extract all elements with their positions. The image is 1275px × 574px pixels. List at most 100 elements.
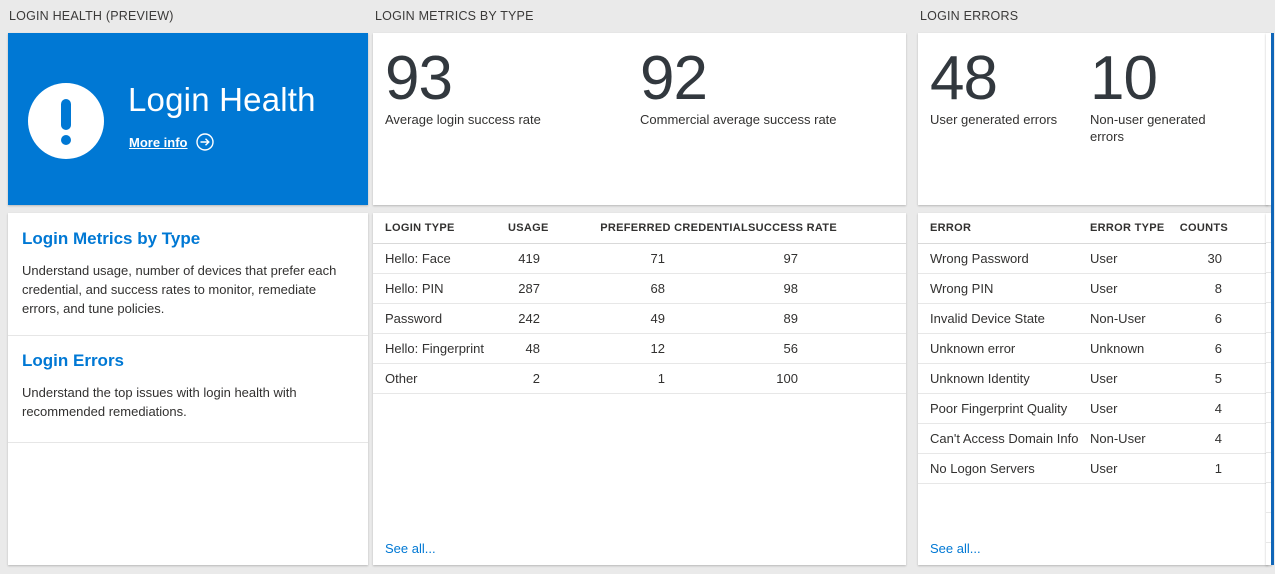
table-cell: 6 (1179, 303, 1228, 334)
table-cell-filler (834, 333, 906, 364)
table-cell: 49 (540, 303, 748, 334)
table-cell: 89 (748, 303, 834, 334)
login-metrics-table-tile: LOGIN TYPE USAGE PREFERRED CREDENTIAL SUCCE… (373, 213, 906, 565)
login-errors-table: ERROR ERROR TYPE COUNTS Wrong Password User 3… (918, 213, 1268, 484)
arrow-right-circle-icon (195, 133, 214, 151)
table-cell: Other (373, 363, 508, 394)
table-cell: 98 (748, 273, 834, 304)
column-header: ERROR TYPE (1090, 213, 1179, 244)
login-health-hero-tile[interactable]: Login Health More info (8, 33, 368, 205)
exclamation-circle-icon (28, 83, 104, 159)
table-cell: 8 (1179, 273, 1228, 304)
table-cell: Unknown error (918, 333, 1090, 364)
login-metrics-by-type-card[interactable]: Login Metrics by Type Understand usage, … (22, 229, 352, 318)
see-all-metrics-link[interactable]: See all... (385, 541, 436, 556)
table-row: Unknown error Unknown 6 (918, 333, 1268, 364)
table-header-row: ERROR ERROR TYPE COUNTS (918, 213, 1268, 244)
table-cell-filler (1228, 423, 1268, 454)
table-cell: 2 (508, 363, 540, 394)
table-row: Can't Access Domain Info Non-User 4 (918, 423, 1268, 454)
table-row: Invalid Device State Non-User 6 (918, 303, 1268, 334)
column-header: ERROR (918, 213, 1090, 244)
column-filler (834, 213, 906, 244)
card-title-login-errors: Login Errors (22, 351, 125, 370)
table-cell: 5 (1179, 363, 1228, 394)
table-cell-filler (834, 363, 906, 394)
table-cell: Hello: Fingerprint (373, 333, 508, 364)
login-descriptions-tile: Login Metrics by Type Understand usage, … (8, 213, 368, 565)
divider (8, 442, 368, 443)
table-cell: 68 (540, 273, 748, 304)
login-errors-table-tile: ERROR ERROR TYPE COUNTS Wrong Password User 3… (918, 213, 1268, 565)
table-cell-filler (1228, 303, 1268, 334)
more-info-label: More info (129, 134, 188, 150)
table-cell: 419 (508, 243, 540, 274)
table-row: Password 242 49 89 (373, 303, 906, 334)
section-title-login-metrics: LOGIN METRICS BY TYPE (375, 9, 534, 23)
table-cell-filler (834, 303, 906, 334)
more-info-link[interactable]: More info (129, 133, 214, 151)
table-cell: Invalid Device State (918, 303, 1090, 334)
table-row: Other 2 1 100 (373, 363, 906, 394)
stat-value-non-user-errors: 10 (1090, 44, 1158, 113)
card-title-login-metrics: Login Metrics by Type (22, 229, 201, 248)
stat-value-average-success-rate: 93 (385, 44, 453, 113)
right-edge-blue-strip (1271, 33, 1274, 565)
table-row: Hello: Face 419 71 97 (373, 243, 906, 274)
table-row: Hello: Fingerprint 48 12 56 (373, 333, 906, 364)
next-tile-sliver-bottom (1266, 213, 1272, 565)
stat-label-average-success-rate: Average login success rate (385, 112, 541, 127)
table-cell-filler (1228, 453, 1268, 484)
stat-label-user-errors: User generated errors (930, 112, 1058, 127)
column-header: LOGIN TYPE (373, 213, 508, 244)
table-cell-filler (834, 243, 906, 274)
table-cell: 4 (1179, 393, 1228, 424)
table-cell-filler (1228, 243, 1268, 274)
table-cell: 12 (540, 333, 748, 364)
column-header: COUNTS (1179, 213, 1228, 244)
table-cell: Wrong PIN (918, 273, 1090, 304)
table-cell-filler (1228, 393, 1268, 424)
table-row: Wrong PIN User 8 (918, 273, 1268, 304)
hero-title: Login Health (128, 81, 316, 118)
login-errors-card[interactable]: Login Errors Understand the top issues w… (22, 351, 352, 421)
table-cell: Non-User (1090, 303, 1179, 334)
table-cell-filler (1228, 273, 1268, 304)
table-cell: Can't Access Domain Info (918, 423, 1090, 454)
login-metrics-stats-tile: 93 Average login success rate 92 Commerc… (373, 33, 906, 205)
stat-label-commercial-success-rate: Commercial average success rate (640, 112, 837, 127)
column-header: PREFERRED CREDENTIAL (540, 213, 748, 244)
table-cell: 100 (748, 363, 834, 394)
table-cell: Unknown (1090, 333, 1179, 364)
table-cell: Hello: Face (373, 243, 508, 274)
table-cell-filler (1228, 363, 1268, 394)
column-header: USAGE (508, 213, 548, 244)
table-cell: 1 (1179, 453, 1228, 484)
stat-label-non-user-errors: Non-user generated errors (1090, 112, 1206, 144)
table-cell: Wrong Password (918, 243, 1090, 274)
see-all-errors-link[interactable]: See all... (930, 541, 981, 556)
table-cell: 71 (540, 243, 748, 274)
table-cell: 30 (1179, 243, 1228, 274)
table-cell: 287 (508, 273, 540, 304)
table-row: Poor Fingerprint Quality User 4 (918, 393, 1268, 424)
table-cell: 4 (1179, 423, 1228, 454)
table-cell: 97 (748, 243, 834, 274)
table-cell: Poor Fingerprint Quality (918, 393, 1090, 424)
table-cell: 6 (1179, 333, 1228, 364)
table-cell-filler (834, 273, 906, 304)
table-cell: Password (373, 303, 508, 334)
table-cell: 242 (508, 303, 540, 334)
column-header: SUCCESS RATE (748, 213, 837, 244)
table-cell: Unknown Identity (918, 363, 1090, 394)
table-cell: No Logon Servers (918, 453, 1090, 484)
table-row: Wrong Password User 30 (918, 243, 1268, 274)
table-cell: User (1090, 363, 1179, 394)
divider (8, 335, 368, 336)
table-cell: User (1090, 393, 1179, 424)
section-title-login-health: LOGIN HEALTH (PREVIEW) (9, 9, 174, 23)
stat-value-user-errors: 48 (930, 44, 998, 113)
table-row: Unknown Identity User 5 (918, 363, 1268, 394)
login-errors-stats-tile: 48 User generated errors 10 Non-user gen… (918, 33, 1268, 205)
